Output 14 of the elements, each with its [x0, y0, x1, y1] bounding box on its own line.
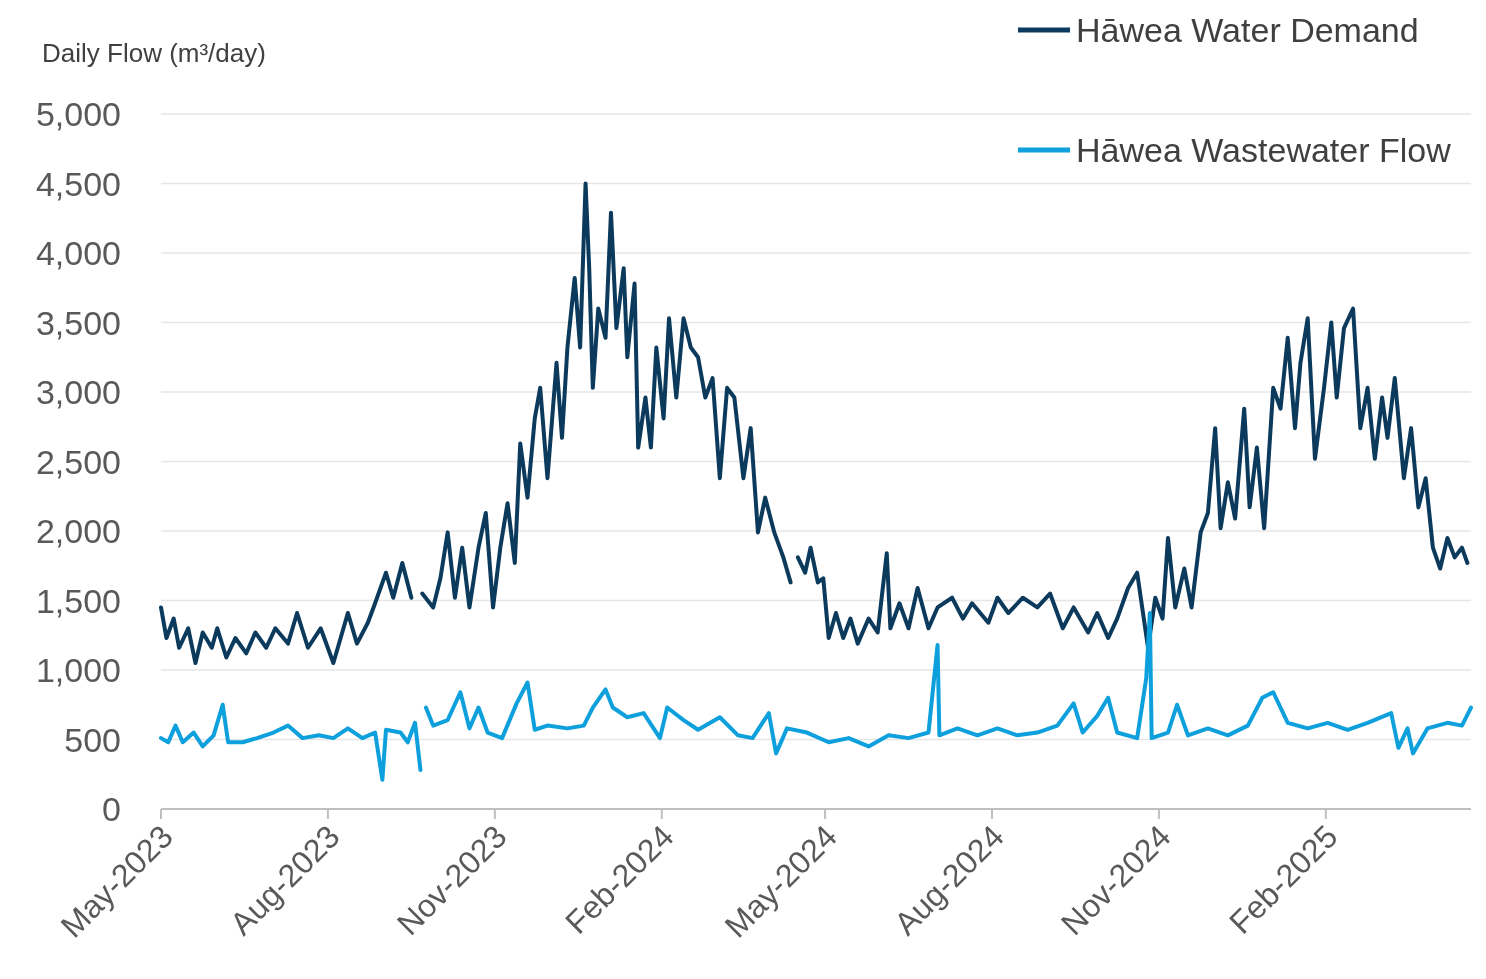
y-tick-label: 1,000	[35, 651, 121, 689]
y-axis-title: Daily Flow (m³/day)	[42, 38, 266, 68]
legend-label: Hāwea Water Demand	[1076, 11, 1419, 49]
y-tick-label: 3,500	[35, 303, 121, 342]
y-tick-label: 2,500	[35, 442, 121, 481]
y-tick-label: 500	[64, 720, 121, 759]
y-tick-label: 1,500	[35, 581, 121, 620]
y-tick-label: 2,000	[35, 512, 121, 550]
y-tick-label: 4,000	[35, 234, 121, 272]
legend-label: Hāwea Wastewater Flow	[1076, 131, 1452, 169]
y-tick-label: 4,500	[35, 164, 121, 203]
y-tick-label: 0	[102, 790, 121, 828]
y-tick-label: 5,000	[35, 95, 121, 133]
y-tick-label: 3,000	[35, 373, 121, 411]
